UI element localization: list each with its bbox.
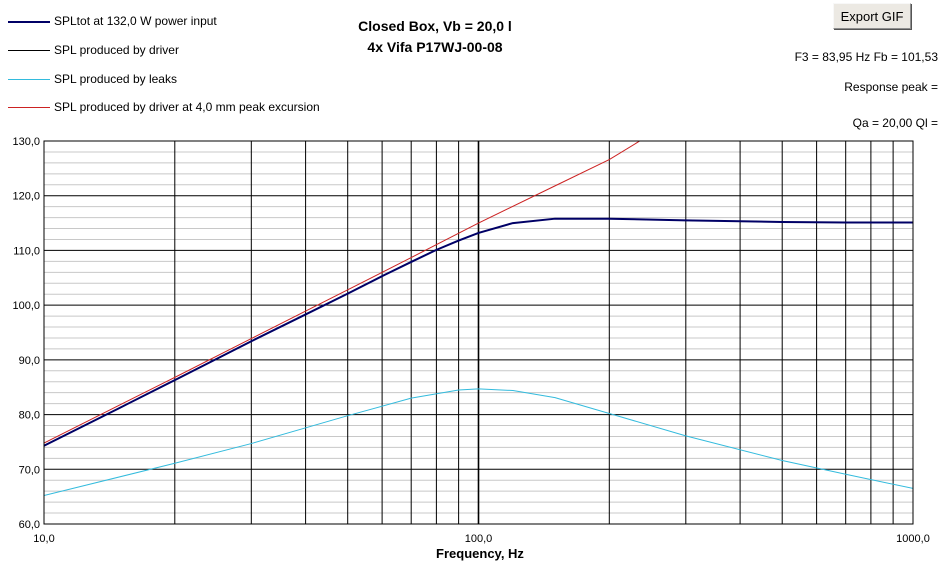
x-tick-label: 10,0: [33, 533, 54, 545]
series-line-2: [44, 388, 913, 497]
plot-frame: [43, 140, 914, 525]
y-tick-label: 130,0: [12, 136, 40, 148]
legend-swatch: [8, 107, 50, 108]
y-tick-label: 90,0: [19, 355, 40, 367]
x-tick-label: 1000,0: [896, 533, 930, 545]
chart-title: Closed Box, Vb = 20,0 l 4x Vifa P17WJ-00…: [300, 16, 570, 58]
legend-item-excursion: SPL produced by driver at 4,0 mm peak ex…: [8, 100, 348, 120]
qa-ql-readout: Qa = 20,00 Ql =: [852, 116, 938, 130]
legend-item-leaks: SPL produced by leaks: [8, 72, 348, 92]
y-tick-label: 60,0: [19, 519, 40, 531]
y-tick-label: 110,0: [13, 245, 40, 257]
series-line-0: [44, 217, 913, 447]
x-axis-label: Frequency, Hz: [436, 546, 524, 561]
y-tick-label: 100,0: [12, 300, 40, 312]
legend-item-driver: SPL produced by driver: [8, 43, 348, 63]
legend-label: SPL produced by leaks: [54, 72, 177, 86]
export-gif-button[interactable]: Export GIF: [833, 3, 911, 29]
legend-swatch: [8, 21, 50, 23]
y-tick-label: 120,0: [12, 191, 40, 203]
legend-swatch: [8, 50, 50, 51]
legend-item-spltot: SPLtot at 132,0 W power input: [8, 14, 348, 34]
response-peak-readout: Response peak =: [844, 80, 938, 94]
y-tick-label: 80,0: [19, 410, 40, 422]
legend-label: SPLtot at 132,0 W power input: [54, 14, 217, 28]
f3-fb-readout: F3 = 83,95 Hz Fb = 101,53: [794, 50, 938, 64]
legend-swatch: [8, 79, 50, 80]
y-tick-label: 70,0: [19, 464, 40, 476]
legend-label: SPL produced by driver: [54, 43, 179, 57]
chart-title-line-1: Closed Box, Vb = 20,0 l: [358, 18, 512, 34]
x-tick-label: 100,0: [465, 533, 493, 545]
legend-label: SPL produced by driver at 4,0 mm peak ex…: [54, 100, 320, 114]
series-line-3: [44, 141, 640, 444]
chart-title-line-2: 4x Vifa P17WJ-00-08: [367, 39, 503, 55]
